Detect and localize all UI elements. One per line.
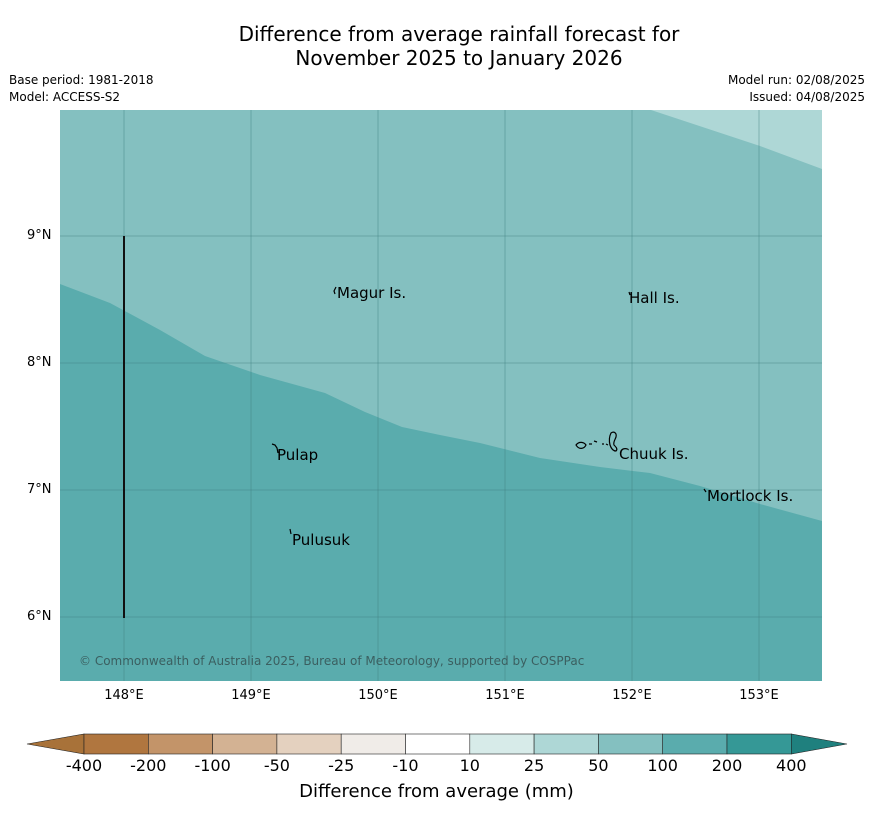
colorbar-segment [405,733,471,755]
island-outlines [271,286,707,535]
colorbar-tick-label: -50 [263,756,290,775]
copyright-notice: © Commonwealth of Australia 2025, Bureau… [79,654,585,668]
colorbar-segment [533,733,599,755]
colorbar-segment [662,733,728,755]
colorbar-segment [726,733,792,755]
colorbar-tick-label: -100 [194,756,231,775]
colorbar-tick-label: 50 [588,756,609,775]
colorbar-tick-label: -400 [65,756,103,775]
lat-label-6n: 6°N [27,609,52,624]
colorbar-tick-label: 400 [776,756,807,775]
base-period: Base period: 1981-2018 [9,73,154,87]
meta-left: Base period: 1981-2018 Model: ACCESS-S2 [9,72,154,106]
colorbar-arrow-high [790,733,848,755]
colorbar-tick-label: -10 [392,756,419,775]
lat-label-8n: 8°N [27,355,52,370]
title-line-2: November 2025 to January 2026 [295,46,623,70]
place-magur: Magur Is. [337,284,407,302]
colorbar-tick-label: -25 [328,756,355,775]
model-run: Model run: 02/08/2025 [727,73,865,87]
colorbar-segment [598,733,664,755]
place-pulusuk: Pulusuk [292,531,350,549]
colorbar-segment [276,733,342,755]
colorbar-segment [340,733,406,755]
colorbar-tick-label: -200 [130,756,167,775]
colorbar-segment [212,733,278,755]
lon-label-151e: 151°E [485,688,525,703]
map-band-100-200 [60,284,822,681]
place-pulap: Pulap [277,446,319,464]
meta-right: Model run: 02/08/2025 Issued: 04/08/2025 [728,72,865,106]
colorbar-tick-label: 100 [647,756,678,775]
colorbar-tick-label: 200 [711,756,743,775]
lon-label-153e: 153°E [739,688,779,703]
colorbar-arrow-low [26,733,85,755]
colorbar-title: Difference from average (mm) [299,781,574,802]
lon-label-152e: 152°E [612,688,652,703]
map-title: Difference from average rainfall forecas… [0,22,873,70]
colorbar-segment [469,733,535,755]
place-mortlock: Mortlock Is. [707,487,794,505]
lon-label-148e: 148°E [104,688,144,703]
model-name: Model: ACCESS-S2 [9,90,121,104]
place-chuuk: Chuuk Is. [619,445,689,463]
colorbar-segment [83,733,149,755]
lon-label-150e: 150°E [358,688,398,703]
colorbar-segments [26,733,848,755]
issued-date: Issued: 04/08/2025 [749,90,865,104]
lat-label-7n: 7°N [27,482,52,497]
title-line-1: Difference from average rainfall forecas… [238,22,680,46]
lat-label-9n: 9°N [27,228,52,243]
place-hall: Hall Is. [629,289,680,307]
lon-label-149e: 149°E [231,688,271,703]
colorbar-tick-label: 25 [523,756,545,775]
map-band-25-50 [651,110,822,169]
colorbar-tick-label: 10 [459,756,480,775]
colorbar-segment [148,733,213,755]
